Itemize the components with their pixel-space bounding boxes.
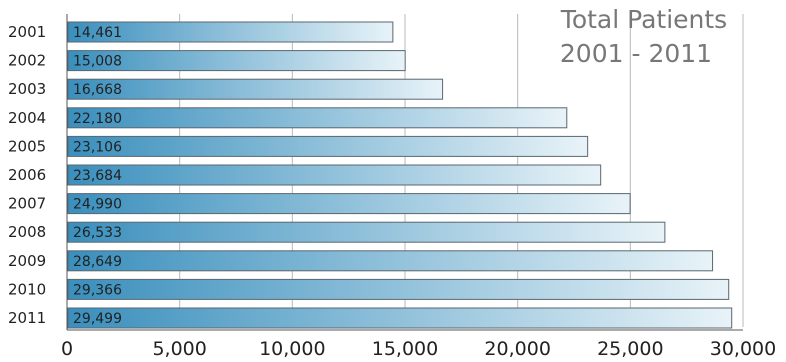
axes: 0 5,000 10,000 15,000 20,000 25,000 30,000 2001… xyxy=(8,14,776,360)
y-tick-label: 2011 xyxy=(8,309,46,327)
bar xyxy=(67,135,589,157)
bar-value-label: 16,668 xyxy=(73,82,122,98)
y-tick-label: 2006 xyxy=(8,166,46,184)
bar xyxy=(67,193,631,215)
bar-value-label: 24,990 xyxy=(73,197,122,213)
y-tick-label: 2003 xyxy=(8,80,46,98)
y-tick-label: 2009 xyxy=(8,252,46,270)
bar-value-label: 23,106 xyxy=(73,139,122,155)
y-tick-label: 2007 xyxy=(8,195,46,213)
y-tick-label: 2010 xyxy=(8,280,46,298)
bar xyxy=(67,107,568,129)
x-tick-label: 30,000 xyxy=(710,338,776,360)
bar xyxy=(67,307,733,329)
bar-value-label: 15,008 xyxy=(73,54,122,70)
bar xyxy=(67,250,714,272)
bar-value-label: 28,649 xyxy=(73,254,122,270)
chart-title-group: Total Patients 2001 - 2011 xyxy=(560,5,727,68)
y-tick-label: 2005 xyxy=(8,137,46,155)
bar xyxy=(67,164,602,186)
bar xyxy=(67,78,444,100)
y-tick-label: 2008 xyxy=(8,223,46,241)
bar-value-label: 14,461 xyxy=(73,25,122,41)
x-tick-label: 15,000 xyxy=(372,338,438,360)
chart-title: Total Patients xyxy=(560,5,727,34)
y-tick-label: 2004 xyxy=(8,109,46,127)
x-tick-label: 5,000 xyxy=(152,338,206,360)
bar xyxy=(67,21,394,43)
y-tick-label: 2001 xyxy=(8,23,46,41)
bar xyxy=(67,278,730,300)
x-tick-label: 0 xyxy=(61,338,73,360)
x-tick-label: 20,000 xyxy=(484,338,550,360)
x-tick-label: 10,000 xyxy=(259,338,325,360)
bar-value-label: 22,180 xyxy=(73,111,122,127)
bar-value-label: 23,684 xyxy=(73,168,122,184)
x-tick-label: 25,000 xyxy=(597,338,663,360)
bar-value-label: 29,499 xyxy=(73,311,122,327)
chart-subtitle: 2001 - 2011 xyxy=(560,39,712,68)
bar xyxy=(67,50,406,72)
bar-value-label: 26,533 xyxy=(73,225,122,241)
bar xyxy=(67,221,666,243)
y-tick-label: 2002 xyxy=(8,52,46,70)
bar-value-label: 29,366 xyxy=(73,282,122,298)
bars: 14,461 15,008 16,668 22,180 23,106 23,684 24,9… xyxy=(67,21,733,329)
